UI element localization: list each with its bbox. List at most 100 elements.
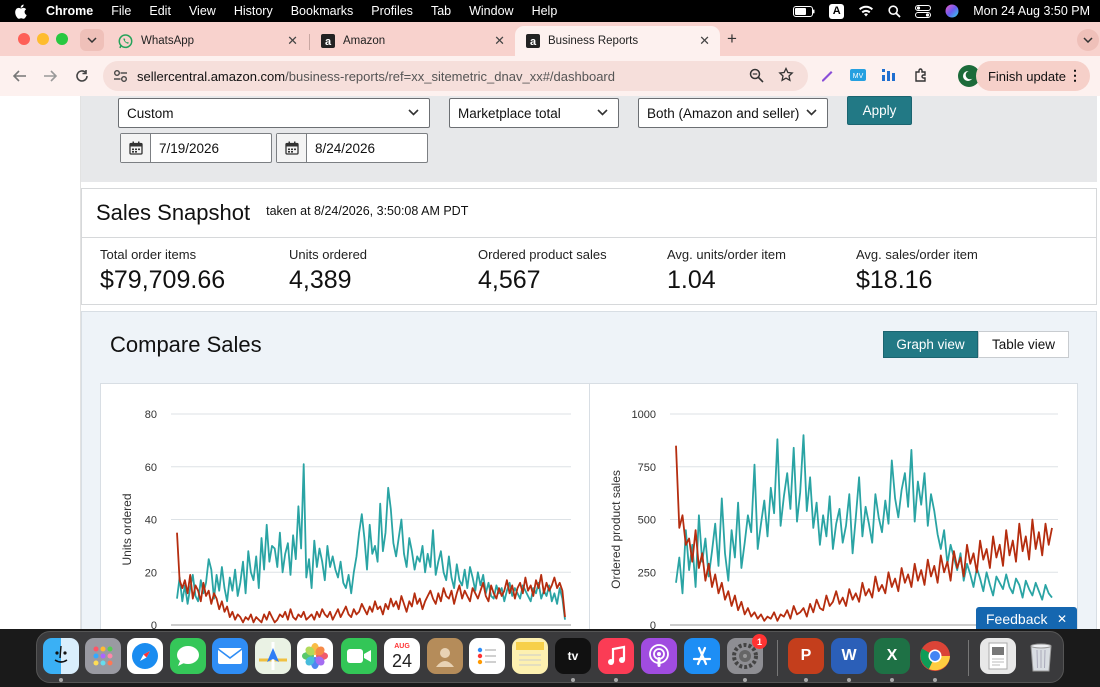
close-tab-icon[interactable]: ✕ (287, 33, 298, 48)
messages-icon[interactable] (170, 638, 206, 674)
trash-icon[interactable] (1023, 638, 1059, 674)
chevron-down-icon (597, 109, 608, 116)
tab-amazon[interactable]: a Amazon ✕ (310, 26, 515, 56)
extensions-puzzle-icon[interactable] (913, 67, 929, 88)
reminders-icon[interactable] (469, 638, 505, 674)
mail-icon[interactable] (212, 638, 248, 674)
close-icon[interactable]: ✕ (1056, 612, 1067, 626)
app-store-icon[interactable] (684, 638, 720, 674)
marketplace-select[interactable]: Marketplace total (449, 98, 619, 128)
chrome-icon[interactable] (917, 638, 953, 674)
menu-tab[interactable]: Tab (430, 4, 452, 18)
menu-view[interactable]: View (188, 4, 216, 18)
wifi-icon[interactable] (858, 5, 874, 17)
forward-button[interactable] (40, 66, 60, 86)
y-axis-label: Ordered product sales (609, 470, 623, 589)
units-ordered-chart: 0 20 40 60 80 Units ordered (120, 409, 571, 629)
bookmark-star-icon[interactable] (778, 66, 794, 86)
dock-separator (968, 640, 969, 676)
tab-title: Business Reports (548, 35, 639, 47)
document-thumbnail-icon[interactable] (980, 638, 1016, 674)
photos-icon[interactable] (297, 638, 333, 674)
zoom-icon[interactable] (749, 68, 764, 86)
music-icon[interactable] (598, 638, 634, 674)
tab-whatsapp[interactable]: WhatsApp ✕ (108, 26, 308, 56)
menu-profiles[interactable]: Profiles (371, 4, 413, 18)
pen-extension-icon[interactable] (819, 67, 835, 88)
apple-tv-icon[interactable]: tv (555, 638, 591, 674)
fulfillment-select[interactable]: Both (Amazon and seller) (638, 98, 828, 128)
powerpoint-icon[interactable]: P (788, 638, 824, 674)
menu-window[interactable]: Window (469, 4, 514, 18)
podcasts-icon[interactable] (641, 638, 677, 674)
back-button[interactable] (10, 66, 30, 86)
siri-icon[interactable] (945, 4, 959, 18)
zoom-window-button[interactable] (56, 33, 68, 45)
apple-icon[interactable] (14, 4, 30, 19)
series-line-1 (176, 532, 566, 624)
close-tab-icon[interactable]: ✕ (699, 33, 710, 48)
running-indicator (743, 678, 747, 682)
finish-update-button[interactable]: Finish update ⋮ (975, 61, 1090, 91)
dock: AUG 24 tv 1 P W X (36, 631, 1064, 683)
menu-bookmarks[interactable]: Bookmarks (290, 4, 354, 18)
calendar-icon[interactable] (121, 134, 151, 162)
calendar-icon[interactable] (277, 134, 307, 162)
reload-button[interactable] (72, 66, 92, 86)
analytics-extension-icon[interactable] (881, 68, 897, 87)
finder-icon[interactable] (43, 638, 79, 674)
compare-sales-title: Compare Sales (110, 332, 262, 357)
facetime-icon[interactable] (341, 638, 377, 674)
url-path: /business-reports/ref=xx_sitemetric_dnav… (285, 68, 615, 84)
menu-history[interactable]: History (233, 4, 273, 18)
filter-bar: Custom Marketplace total Both (Amazon an… (81, 96, 1097, 182)
graph-view-button[interactable]: Graph view (883, 331, 978, 358)
more-menu-icon[interactable]: ⋮ (1068, 67, 1082, 83)
control-center-icon[interactable] (915, 4, 932, 18)
launchpad-icon[interactable] (85, 638, 121, 674)
feedback-button[interactable]: Feedback ✕ (976, 607, 1077, 629)
calendar-day: 24 (391, 650, 413, 671)
date-range-select[interactable]: Custom (118, 98, 430, 128)
tab-list-button[interactable] (1077, 29, 1099, 51)
minimize-window-button[interactable] (37, 33, 49, 45)
spotlight-search-icon[interactable] (888, 4, 901, 18)
apply-button[interactable]: Apply (847, 96, 912, 125)
tab-business-reports[interactable]: a Business Reports ✕ (515, 26, 720, 56)
battery-icon[interactable] (793, 5, 815, 17)
notes-icon[interactable] (512, 638, 548, 674)
menu-edit[interactable]: Edit (149, 4, 171, 18)
table-view-button[interactable]: Table view (978, 331, 1069, 358)
excel-icon[interactable]: X (874, 638, 910, 674)
menu-app-name[interactable]: Chrome (46, 4, 94, 18)
profile-avatar[interactable] (958, 65, 980, 87)
metric-avg-units-per-order-item: Avg. units/order item 1.04 (667, 247, 786, 295)
site-info-icon[interactable] (113, 69, 128, 86)
close-tab-icon[interactable]: ✕ (494, 33, 505, 48)
input-source-icon[interactable]: A (829, 3, 845, 19)
close-window-button[interactable] (18, 33, 30, 45)
y-tick-label: 250 (638, 567, 656, 579)
start-date-field[interactable]: 7/19/2026 (120, 133, 272, 163)
metric-label: Ordered product sales (478, 247, 607, 262)
contacts-icon[interactable] (427, 638, 463, 674)
sales-snapshot-panel: Sales Snapshot taken at 8/24/2026, 3:50:… (81, 188, 1097, 305)
tab-title: Amazon (343, 35, 386, 47)
new-tab-button[interactable]: + (727, 29, 737, 48)
tab-search-button[interactable] (80, 29, 104, 51)
end-date-field[interactable]: 8/24/2026 (276, 133, 428, 163)
address-bar[interactable]: sellercentral.amazon.com/business-report… (103, 61, 808, 91)
system-settings-icon[interactable]: 1 (727, 634, 767, 674)
maps-icon[interactable] (255, 638, 291, 674)
page-content: Custom Marketplace total Both (Amazon an… (0, 96, 1100, 629)
calendar-icon[interactable]: AUG 24 (384, 638, 420, 674)
menu-file[interactable]: File (111, 4, 132, 18)
metric-value: $79,709.66 (100, 266, 226, 294)
safari-icon[interactable] (127, 638, 163, 674)
extension-icon[interactable]: MV (850, 68, 866, 87)
menu-clock[interactable]: Mon 24 Aug 3:50 PM (973, 4, 1090, 18)
word-icon[interactable]: W (831, 638, 867, 674)
crescent-icon (963, 70, 975, 81)
series-line-0 (176, 463, 566, 620)
menu-help[interactable]: Help (531, 4, 558, 18)
